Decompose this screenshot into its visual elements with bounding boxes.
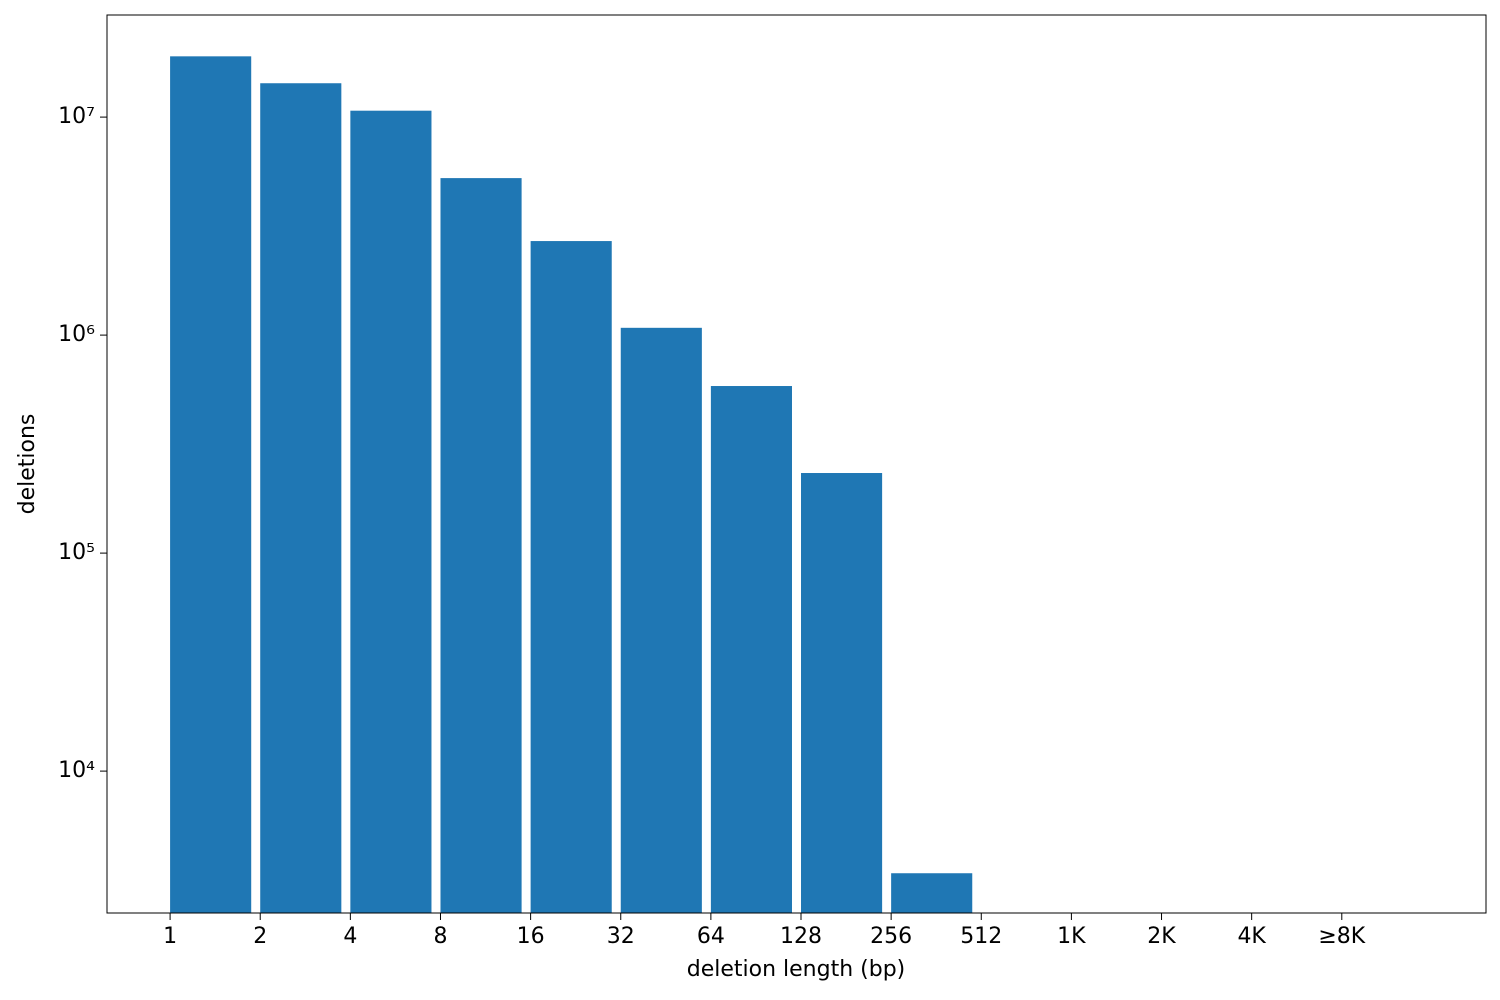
- bar: [170, 56, 252, 914]
- x-tick-label: 4: [343, 924, 357, 949]
- x-tick-label: 128: [780, 924, 822, 949]
- x-tick-label: 2K: [1147, 924, 1176, 949]
- x-tick-label: 1: [163, 924, 177, 949]
- bar: [440, 178, 522, 913]
- x-tick-label: 4K: [1237, 924, 1266, 949]
- y-tick-label: 10⁶: [58, 322, 95, 347]
- y-axis-label: deletions: [15, 414, 40, 515]
- plot-frame: [106, 14, 1487, 914]
- x-tick-label: 1K: [1057, 924, 1086, 949]
- x-tick-label: 64: [697, 924, 725, 949]
- y-tick-label: 10⁷: [58, 104, 95, 129]
- x-tick-label: ≥8K: [1318, 924, 1365, 949]
- y-tick-label: 10⁵: [58, 540, 95, 565]
- bar: [530, 241, 612, 914]
- bar: [620, 327, 702, 913]
- x-tick-label: 8: [433, 924, 447, 949]
- x-tick-label: 256: [870, 924, 912, 949]
- x-axis-label: deletion length (bp): [687, 957, 906, 982]
- bar: [891, 873, 973, 913]
- x-tick-label: 16: [517, 924, 545, 949]
- bar: [710, 386, 792, 914]
- x-tick-label: 512: [960, 924, 1002, 949]
- x-tick-label: 32: [607, 924, 635, 949]
- bar: [350, 110, 432, 914]
- x-tick-label: 2: [253, 924, 267, 949]
- y-tick-label: 10⁴: [58, 758, 95, 783]
- bar: [260, 83, 342, 913]
- bar: [801, 473, 883, 913]
